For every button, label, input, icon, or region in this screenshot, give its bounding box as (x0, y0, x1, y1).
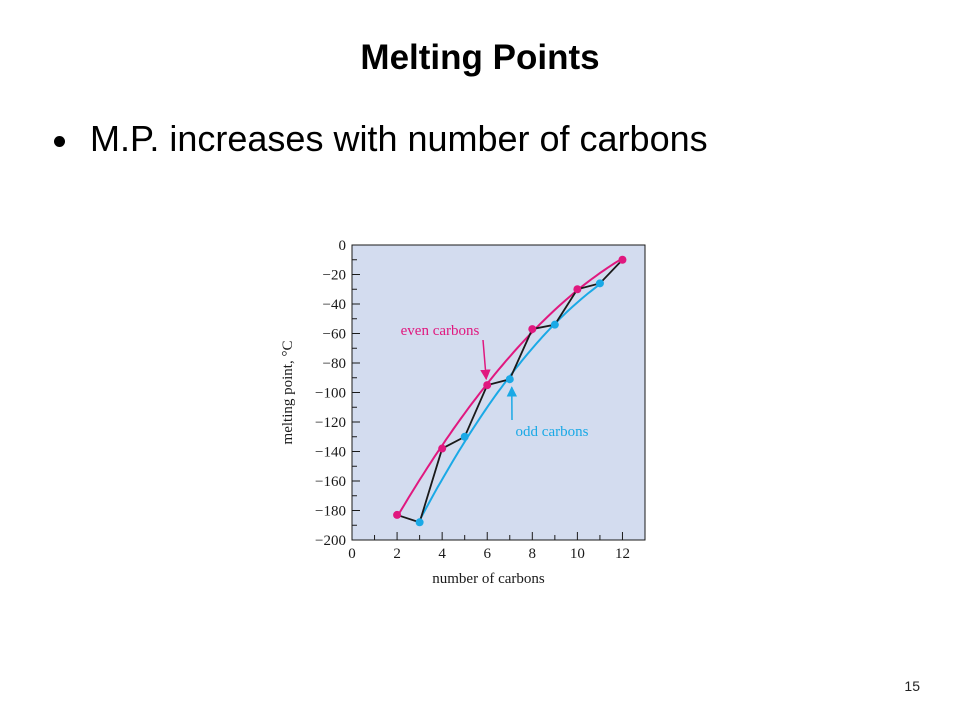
x-tick-label: 2 (393, 546, 401, 562)
y-tick-label: −80 (323, 356, 346, 372)
y-axis-label: melting point, °C (280, 341, 296, 445)
axis-ticks (351, 244, 646, 541)
data-point-even-carbons (573, 285, 582, 294)
data-point-even-carbons (438, 444, 447, 453)
data-point-even-carbons (618, 255, 627, 264)
data-point-even-carbons (528, 325, 537, 334)
x-tick-label: 12 (615, 546, 630, 562)
data-point-odd-carbons (415, 518, 424, 527)
x-tick-label: 6 (483, 546, 491, 562)
annotations: even carbons odd carbons (401, 323, 589, 440)
page-number: 15 (904, 678, 920, 694)
data-points (393, 255, 627, 527)
bullet-item: M.P. increases with number of carbons (54, 118, 708, 160)
annotation-arrow (480, 339, 491, 381)
annotation-label: even carbons (401, 323, 480, 339)
x-axis-label: number of carbons (432, 571, 545, 587)
data-point-odd-carbons (505, 375, 514, 384)
y-tick-label: 0 (339, 238, 347, 254)
x-tick-label: 10 (570, 546, 585, 562)
y-tick-label: −100 (315, 386, 346, 402)
y-tick-label: −20 (323, 268, 346, 284)
data-point-even-carbons (393, 510, 402, 519)
x-tick-label: 4 (438, 546, 446, 562)
data-point-even-carbons (483, 381, 492, 390)
y-tick-label: −120 (315, 415, 346, 431)
data-point-odd-carbons (595, 279, 604, 288)
annotation-label: odd carbons (516, 424, 589, 440)
trend-curve-even-carbons (396, 257, 624, 518)
y-tick-label: −140 (315, 445, 346, 461)
y-tick-label: −160 (315, 474, 346, 490)
data-point-odd-carbons (460, 432, 469, 441)
slide-title: Melting Points (360, 38, 600, 77)
bullet-dot (54, 135, 65, 147)
y-tick-label: −60 (323, 327, 346, 343)
x-tick-label: 0 (348, 546, 356, 562)
bullet-text: M.P. increases with number of carbons (90, 118, 708, 159)
y-tick-label: −40 (323, 297, 346, 313)
data-point-odd-carbons (550, 320, 559, 329)
y-tick-label: −200 (315, 533, 346, 549)
y-tick-label: −180 (315, 504, 346, 520)
x-tick-label: 8 (529, 546, 537, 562)
